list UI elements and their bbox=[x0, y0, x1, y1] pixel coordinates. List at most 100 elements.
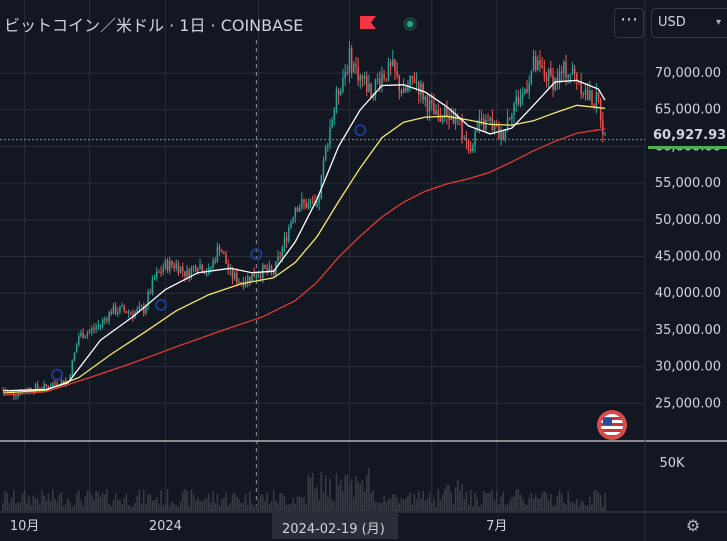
candle bbox=[476, 129, 478, 132]
candle bbox=[580, 82, 582, 94]
volume-bar bbox=[264, 501, 266, 511]
volume-bar bbox=[556, 495, 559, 511]
flag-icon[interactable] bbox=[360, 16, 376, 29]
y-tick-label: 35,000.00 bbox=[655, 323, 721, 338]
volume-bar bbox=[138, 489, 141, 511]
candle bbox=[253, 273, 255, 278]
volume-bar bbox=[21, 493, 24, 511]
candle bbox=[75, 344, 78, 353]
settings-gear-icon[interactable]: ⚙ bbox=[685, 516, 701, 535]
candle bbox=[370, 83, 372, 98]
volume-bar bbox=[175, 505, 177, 511]
volume-bar bbox=[181, 491, 184, 511]
candle bbox=[123, 305, 126, 311]
volume-bar bbox=[212, 491, 214, 511]
volume-bar bbox=[545, 493, 548, 511]
candle bbox=[599, 98, 602, 121]
candle bbox=[361, 75, 364, 79]
candle bbox=[348, 48, 351, 73]
candle bbox=[270, 266, 273, 271]
candle bbox=[214, 260, 216, 262]
candle bbox=[285, 237, 288, 241]
volume-bar bbox=[43, 495, 45, 511]
candle bbox=[110, 311, 113, 315]
market-status-icon[interactable] bbox=[403, 17, 417, 31]
volume-bar bbox=[227, 505, 229, 511]
volume-bar bbox=[558, 490, 561, 511]
candle bbox=[301, 199, 303, 208]
candle bbox=[86, 332, 89, 337]
candle bbox=[556, 78, 559, 84]
candle bbox=[47, 386, 50, 389]
currency-selector[interactable]: USD ▾ bbox=[651, 8, 727, 38]
volume-bar bbox=[255, 504, 258, 511]
candle bbox=[517, 96, 520, 105]
candle bbox=[502, 131, 504, 140]
candle bbox=[526, 88, 528, 93]
volume-bar bbox=[344, 475, 346, 511]
us-flag-icon[interactable] bbox=[597, 410, 627, 440]
volume-bar bbox=[493, 500, 496, 511]
candle bbox=[246, 276, 249, 283]
candle bbox=[515, 96, 517, 104]
volume-bar bbox=[314, 489, 316, 511]
candle bbox=[547, 68, 550, 81]
volume-bar bbox=[119, 499, 121, 511]
candle bbox=[136, 309, 139, 312]
volume-bar bbox=[426, 498, 429, 511]
candle bbox=[474, 131, 476, 146]
candle bbox=[415, 81, 418, 83]
volume-bar bbox=[80, 500, 82, 511]
x-tick-label: 2024 bbox=[149, 519, 182, 534]
volume-bar bbox=[480, 504, 483, 511]
volume-bar bbox=[6, 492, 9, 511]
candle bbox=[67, 380, 69, 382]
volume-bar bbox=[418, 491, 420, 511]
volume-bar bbox=[586, 505, 589, 511]
candle bbox=[394, 59, 396, 72]
candle bbox=[420, 83, 422, 95]
volume-bar bbox=[244, 493, 247, 511]
volume-bar bbox=[197, 497, 199, 511]
y-tick-label: 65,000.00 bbox=[655, 103, 721, 118]
volume-bar bbox=[220, 498, 223, 511]
volume-bar bbox=[589, 496, 591, 511]
volume-bar bbox=[86, 490, 89, 511]
volume-bar bbox=[177, 506, 180, 511]
candle bbox=[506, 118, 509, 130]
volume-bar bbox=[73, 505, 76, 511]
candle bbox=[54, 383, 56, 385]
candle bbox=[164, 260, 167, 269]
candle bbox=[552, 75, 554, 90]
volume-bar bbox=[69, 501, 71, 511]
volume-bar bbox=[394, 494, 396, 511]
volume-bar bbox=[433, 498, 435, 511]
volume-bar bbox=[353, 497, 355, 511]
candle bbox=[582, 93, 585, 95]
candle bbox=[318, 198, 320, 204]
candle bbox=[15, 395, 17, 397]
volume-bar bbox=[242, 502, 245, 511]
volume-bar bbox=[374, 501, 377, 511]
volume-bar bbox=[160, 490, 162, 511]
volume-bar bbox=[550, 494, 552, 511]
candle bbox=[337, 89, 340, 95]
candle bbox=[463, 138, 466, 140]
volume-bar bbox=[121, 504, 123, 511]
more-menu-button[interactable]: ⋯ bbox=[614, 8, 644, 38]
volume-bar bbox=[591, 504, 593, 511]
candle bbox=[439, 116, 442, 122]
candle bbox=[171, 260, 173, 266]
volume-bar bbox=[158, 504, 160, 511]
volume-bar bbox=[216, 493, 219, 511]
candle bbox=[277, 256, 279, 262]
candle bbox=[340, 91, 342, 95]
candle bbox=[290, 221, 292, 228]
volume-bar bbox=[340, 480, 342, 511]
volume-bar bbox=[537, 498, 539, 511]
candle bbox=[268, 266, 271, 272]
candle bbox=[372, 97, 375, 99]
volume-bar bbox=[333, 501, 336, 511]
candle bbox=[73, 352, 76, 361]
